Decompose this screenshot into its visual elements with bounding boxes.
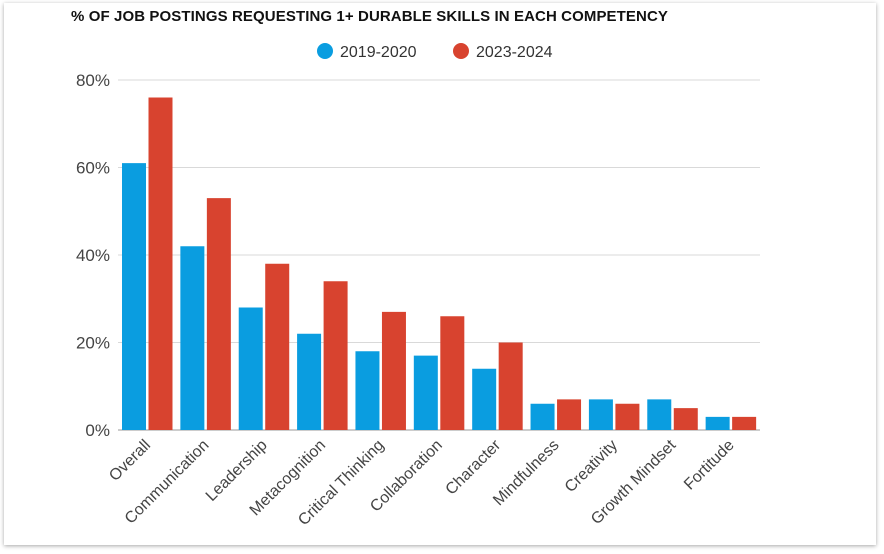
bar-2023-2024 <box>148 97 173 430</box>
bar-2023-2024 <box>498 342 523 430</box>
y-tick-label: 0% <box>85 421 110 440</box>
bar-2019-2020 <box>705 416 730 430</box>
bar-2019-2020 <box>180 246 205 430</box>
bar-2019-2020 <box>122 163 146 430</box>
bar-2019-2020 <box>530 403 555 430</box>
y-tick-label: 20% <box>76 334 110 353</box>
bar-2023-2024 <box>323 281 348 430</box>
y-tick-label: 40% <box>76 246 110 265</box>
legend-label: 2023-2024 <box>476 44 553 61</box>
bar-2023-2024 <box>557 399 582 430</box>
bar-2023-2024 <box>615 403 640 430</box>
category-label: Character <box>443 436 505 498</box>
bar-2023-2024 <box>265 263 290 430</box>
legend-label: 2019-2020 <box>340 44 417 61</box>
chart-title: % OF JOB POSTINGS REQUESTING 1+ DURABLE … <box>71 8 668 25</box>
bar-2019-2020 <box>355 351 380 430</box>
bar-2019-2020 <box>413 355 438 430</box>
legend-marker <box>317 43 333 59</box>
bar-2019-2020 <box>472 368 497 430</box>
y-tick-label: 80% <box>76 71 110 90</box>
bar-2019-2020 <box>297 333 322 430</box>
bar-2023-2024 <box>440 316 465 430</box>
bar-2023-2024 <box>381 311 406 430</box>
category-label: Overall <box>106 437 154 485</box>
bar-2023-2024 <box>206 198 231 430</box>
category-label: Creativity <box>562 437 621 496</box>
category-label: Fortitude <box>681 437 738 494</box>
bar-2019-2020 <box>238 307 263 430</box>
bar-2023-2024 <box>673 408 698 430</box>
bar-2019-2020 <box>647 399 672 430</box>
bar-2023-2024 <box>732 416 757 430</box>
legend-marker <box>453 43 469 59</box>
bar-2019-2020 <box>588 399 613 430</box>
y-tick-label: 60% <box>76 159 110 178</box>
